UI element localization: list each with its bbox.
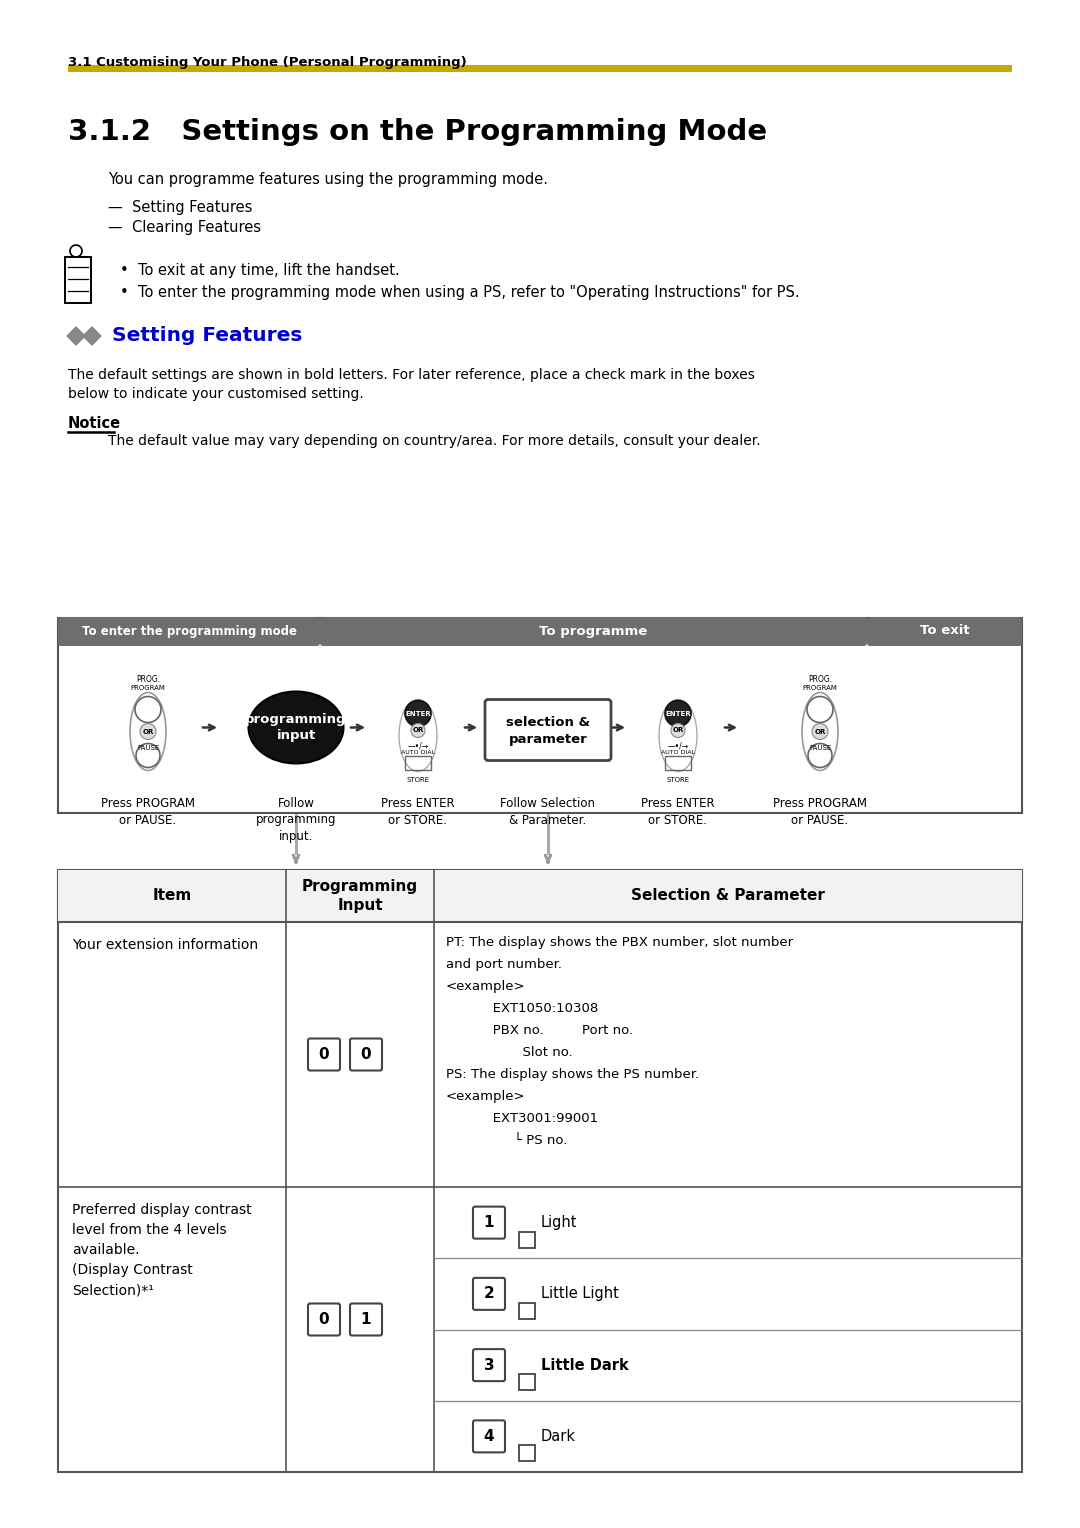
Text: selection &
parameter: selection & parameter	[507, 715, 590, 746]
Text: Follow Selection
& Parameter.: Follow Selection & Parameter.	[500, 798, 595, 827]
Bar	[665, 755, 691, 770]
Text: 3.1 Customising Your Phone (Personal Programming): 3.1 Customising Your Phone (Personal Pro…	[68, 57, 467, 69]
Text: OR: OR	[673, 727, 684, 733]
FancyBboxPatch shape	[473, 1421, 505, 1453]
FancyBboxPatch shape	[473, 1349, 505, 1381]
FancyBboxPatch shape	[308, 1039, 340, 1071]
Text: Press PROGRAM
or PAUSE.: Press PROGRAM or PAUSE.	[773, 798, 867, 827]
FancyBboxPatch shape	[473, 1207, 505, 1239]
Text: Little Light: Little Light	[541, 1287, 619, 1302]
Text: AUTO DIAL: AUTO DIAL	[661, 750, 696, 755]
FancyBboxPatch shape	[320, 617, 867, 646]
Bar	[68, 66, 1012, 72]
Text: •  To enter the programming mode when using a PS, refer to "Operating Instructio: • To enter the programming mode when usi…	[120, 286, 799, 299]
Text: To exit: To exit	[920, 625, 970, 637]
Text: 1: 1	[361, 1313, 372, 1326]
Text: <example>: <example>	[446, 979, 526, 993]
Text: └ PS no.: └ PS no.	[446, 1134, 567, 1148]
Text: PS: The display shows the PS number.: PS: The display shows the PS number.	[446, 1068, 699, 1080]
Text: The default value may vary depending on country/area. For more details, consult : The default value may vary depending on …	[108, 434, 760, 448]
Circle shape	[665, 700, 691, 726]
Text: below to indicate your customised setting.: below to indicate your customised settin…	[68, 387, 364, 400]
Text: To enter the programming mode: To enter the programming mode	[81, 625, 297, 637]
Text: EXT3001:99001: EXT3001:99001	[446, 1112, 598, 1125]
Text: PROGRAM: PROGRAM	[802, 686, 837, 692]
Text: Press ENTER
or STORE.: Press ENTER or STORE.	[642, 798, 715, 827]
Text: STORE: STORE	[406, 776, 430, 782]
Bar	[58, 869, 1022, 921]
Text: EXT1050:10308: EXT1050:10308	[446, 1002, 598, 1015]
Text: <example>: <example>	[446, 1089, 526, 1103]
Text: PROG.: PROG.	[136, 674, 160, 683]
FancyBboxPatch shape	[473, 1277, 505, 1309]
Text: Light: Light	[541, 1215, 578, 1230]
Text: To programme: To programme	[539, 625, 648, 637]
Text: The default settings are shown in bold letters. For later reference, place a che: The default settings are shown in bold l…	[68, 368, 755, 382]
Text: Slot no.: Slot no.	[446, 1047, 572, 1059]
Text: 3.1.2   Settings on the Programming Mode: 3.1.2 Settings on the Programming Mode	[68, 118, 767, 147]
Text: •  To exit at any time, lift the handset.: • To exit at any time, lift the handset.	[120, 263, 400, 278]
Text: —  Clearing Features: — Clearing Features	[108, 220, 261, 235]
Polygon shape	[83, 327, 102, 345]
Text: Dark: Dark	[541, 1429, 576, 1444]
Text: Your extension information: Your extension information	[72, 938, 258, 952]
Ellipse shape	[248, 692, 343, 764]
Text: —  Setting Features: — Setting Features	[108, 200, 253, 215]
Text: OR: OR	[413, 727, 423, 733]
Circle shape	[411, 723, 426, 738]
Text: You can programme features using the programming mode.: You can programme features using the pro…	[108, 173, 548, 186]
FancyBboxPatch shape	[308, 1303, 340, 1335]
Text: 4: 4	[484, 1429, 495, 1444]
Text: Preferred display contrast
level from the 4 levels
available.
(Display Contrast
: Preferred display contrast level from th…	[72, 1203, 252, 1297]
Text: PT: The display shows the PBX number, slot number: PT: The display shows the PBX number, sl…	[446, 937, 793, 949]
Circle shape	[812, 723, 828, 740]
Text: OR: OR	[814, 729, 826, 735]
Text: Setting Features: Setting Features	[112, 325, 302, 345]
Text: OR: OR	[143, 729, 153, 735]
Text: —•/→: —•/→	[667, 741, 689, 750]
Circle shape	[671, 723, 685, 738]
Text: 0: 0	[319, 1313, 329, 1326]
Text: PAUSE: PAUSE	[809, 744, 832, 750]
Text: Follow
programming
input.: Follow programming input.	[256, 798, 336, 843]
Text: Press ENTER
or STORE.: Press ENTER or STORE.	[381, 798, 455, 827]
Bar	[519, 1445, 535, 1461]
FancyBboxPatch shape	[58, 617, 320, 646]
Text: Little Dark: Little Dark	[541, 1357, 629, 1372]
Text: 0: 0	[319, 1047, 329, 1062]
Text: PROGRAM: PROGRAM	[131, 686, 165, 692]
Text: STORE: STORE	[666, 776, 689, 782]
Text: ENTER: ENTER	[665, 711, 691, 717]
Text: Programming
Input: Programming Input	[302, 879, 418, 912]
Bar	[519, 1303, 535, 1319]
Text: 2: 2	[484, 1287, 495, 1302]
Text: and port number.: and port number.	[446, 958, 562, 970]
Text: 0: 0	[361, 1047, 372, 1062]
Text: 1: 1	[484, 1215, 495, 1230]
Bar	[58, 617, 1022, 813]
FancyBboxPatch shape	[867, 617, 1022, 646]
Text: PAUSE: PAUSE	[137, 744, 159, 750]
Bar	[519, 1374, 535, 1390]
Circle shape	[140, 723, 156, 740]
Text: —•/→: —•/→	[407, 741, 429, 750]
Bar	[519, 1232, 535, 1248]
Circle shape	[405, 700, 431, 726]
Text: Notice: Notice	[68, 416, 121, 431]
FancyBboxPatch shape	[485, 700, 611, 761]
Text: PROG.: PROG.	[808, 674, 832, 683]
FancyBboxPatch shape	[350, 1303, 382, 1335]
Bar	[58, 869, 1022, 1471]
Text: Press PROGRAM
or PAUSE.: Press PROGRAM or PAUSE.	[102, 798, 195, 827]
FancyBboxPatch shape	[350, 1039, 382, 1071]
Polygon shape	[67, 327, 85, 345]
Text: Selection & Parameter: Selection & Parameter	[631, 888, 825, 903]
Text: PBX no.         Port no.: PBX no. Port no.	[446, 1024, 633, 1038]
Text: AUTO DIAL: AUTO DIAL	[401, 750, 435, 755]
Bar	[405, 755, 431, 770]
Text: Item: Item	[152, 888, 191, 903]
Text: ENTER: ENTER	[405, 711, 431, 717]
Text: 3: 3	[484, 1357, 495, 1372]
Text: programming
input: programming input	[245, 714, 347, 741]
